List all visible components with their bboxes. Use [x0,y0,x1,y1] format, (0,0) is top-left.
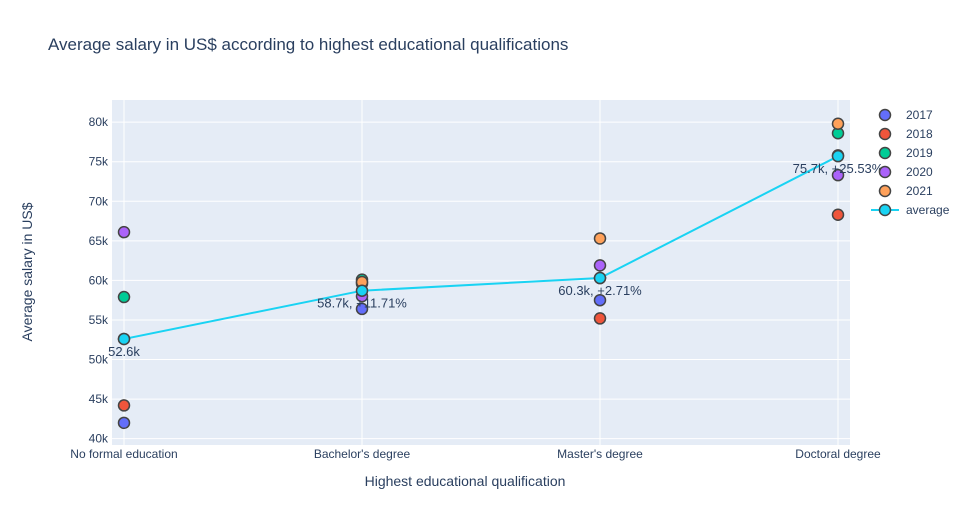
point-2017 [593,293,607,307]
legend-marker-2019 [878,146,892,160]
point-2020 [117,225,131,239]
point-2017 [355,302,369,316]
data-label: 58.7k, +11.71% [317,296,407,311]
legend-label-2019: 2019 [906,146,933,160]
y-tick-label: 60k [89,273,109,287]
point-2020 [593,259,607,272]
average-line-layer [123,155,839,340]
y-tick-label: 40k [89,432,109,446]
point-2017 [117,416,131,430]
grid [112,100,850,445]
point-average [831,149,845,163]
point-average [117,332,131,346]
data-label: 60.3k, +2.71% [558,283,642,298]
data-label: 75.7k, +25.53% [793,161,884,176]
series-line-average [123,155,839,340]
point-2018 [117,399,131,412]
point-2021 [831,117,845,130]
y-tick-label: 65k [89,234,109,248]
y-tick-label: 80k [89,115,109,129]
legend-label-2021: 2021 [906,184,933,198]
x-axis-ticks: No formal education Bachelor's degree Mast… [70,447,881,461]
legend-label-average: average [906,203,950,217]
y-tick-label: 55k [89,313,109,327]
chart-title: Average salary in US$ according to highe… [48,35,568,54]
point-2021 [593,232,607,245]
legend-marker-2021 [878,184,892,198]
x-tick-label: No formal education [70,447,177,461]
data-points [117,117,845,430]
annotations: 52.6k 58.7k, +11.71% 60.3k, +2.71% 75.7k, +… [108,161,884,359]
point-2018 [831,208,845,221]
y-axis-ticks: 40k 45k 50k 55k 60k 65k 70k 75k 80k [89,115,109,446]
legend-marker-2020 [878,165,892,179]
x-axis-title: Highest educational qualification [365,473,566,489]
x-tick-label: Doctoral degree [795,447,881,461]
data-label: 52.6k [108,344,140,359]
y-axis-title: Average salary in US$ [19,202,35,341]
point-average [355,284,369,297]
legend-marker-2017 [878,108,892,122]
y-tick-label: 45k [89,392,109,406]
point-2020 [831,168,845,182]
legend-label-2018: 2018 [906,127,933,141]
y-tick-label: 50k [89,353,109,367]
point-average [593,271,607,285]
plot-background [112,100,850,445]
legend-label-2017: 2017 [906,108,933,122]
legend: 2017 2018 2019 2020 2021 average [871,108,950,217]
point-2019 [117,290,131,304]
legend-marker-average [878,203,892,217]
legend-marker-2018 [878,127,892,141]
y-tick-label: 70k [89,194,109,208]
y-tick-label: 75k [89,155,109,169]
x-tick-label: Master's degree [557,447,643,461]
x-tick-label: Bachelor's degree [314,447,411,461]
legend-label-2020: 2020 [906,165,933,179]
point-2018 [593,312,607,325]
